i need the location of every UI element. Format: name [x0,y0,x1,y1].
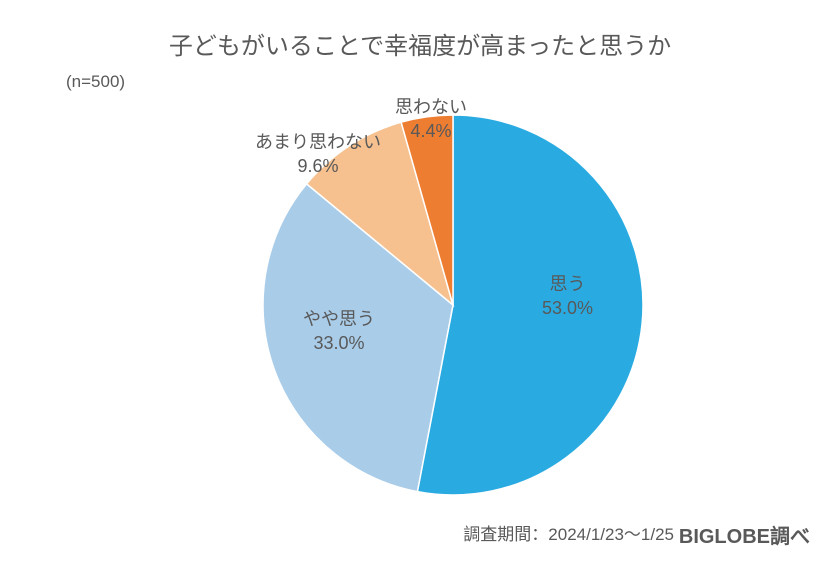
slice-label-name: やや思う [303,307,375,331]
slice-label: 思わない4.4% [395,95,467,144]
slice-label-name: 思わない [395,95,467,119]
footer-period: 調査期間：2024/1/23～1/25 [463,520,674,545]
footer-period-value: 2024/1/23～1/25 [548,525,674,544]
slice-label-percent: 33.0% [303,331,375,355]
sample-size-label: (n=500) [66,72,125,92]
chart-title: 子どもがいることで幸福度が高まったと思うか [0,26,840,61]
slice-label: 思う53.0% [542,272,593,321]
footer-source: BIGLOBE調べ [679,520,810,549]
slice-label-percent: 9.6% [255,154,381,178]
footer-period-prefix: 調査期間： [463,525,548,544]
slice-label: やや思う33.0% [303,307,375,356]
slice-label-name: 思う [542,272,593,296]
slice-label: あまり思わない9.6% [255,130,381,179]
slice-label-percent: 53.0% [542,296,593,320]
slice-label-percent: 4.4% [395,119,467,143]
slice-label-name: あまり思わない [255,130,381,154]
